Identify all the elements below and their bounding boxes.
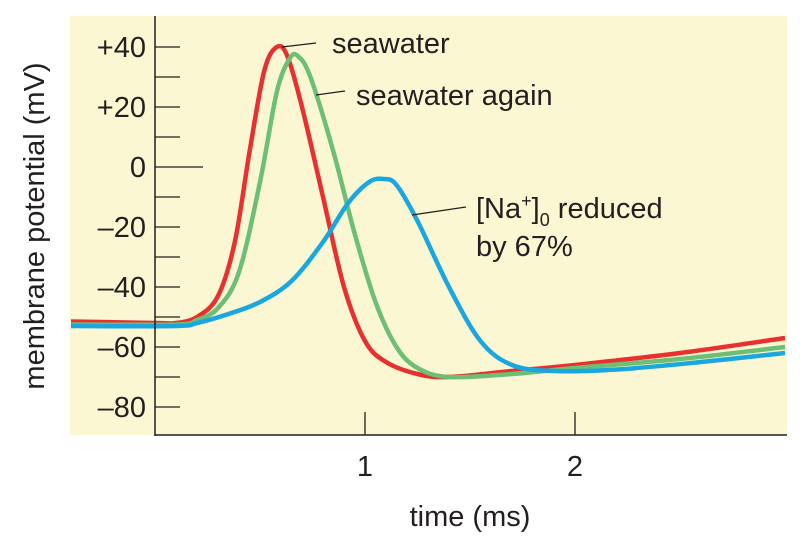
- leader-seawater-again: [315, 90, 346, 96]
- label-seawater-again: seawater again: [356, 80, 553, 112]
- label-na-reduced: [Na+]0 reduced: [476, 191, 663, 230]
- x-tick-label: 1: [357, 451, 373, 483]
- leader-seawater: [281, 42, 317, 48]
- y-tick-label: –40: [98, 272, 146, 304]
- y-ticks: +40 +20 0 –20 –40 –60 –80: [97, 32, 203, 424]
- leader-na-reduced: [411, 206, 467, 216]
- curves: [70, 43, 786, 380]
- y-tick-label: –60: [98, 332, 146, 364]
- y-tick-label: +40: [97, 32, 146, 64]
- label-na-reduced-line2: by 67%: [476, 231, 573, 263]
- x-tick-label: 2: [567, 451, 583, 483]
- y-tick-label: 0: [130, 152, 146, 184]
- y-tick-label: +20: [97, 92, 146, 124]
- x-axis-label: time (ms): [410, 501, 531, 533]
- series-line-na-reduced: [70, 176, 786, 374]
- series-line-seawater-again: [70, 51, 786, 380]
- y-axis-label: membrane potential (mV): [19, 62, 51, 389]
- y-tick-label: –20: [98, 212, 146, 244]
- series-line-seawater: [70, 43, 786, 380]
- y-tick-label: –80: [98, 392, 146, 424]
- label-seawater: seawater: [332, 28, 450, 60]
